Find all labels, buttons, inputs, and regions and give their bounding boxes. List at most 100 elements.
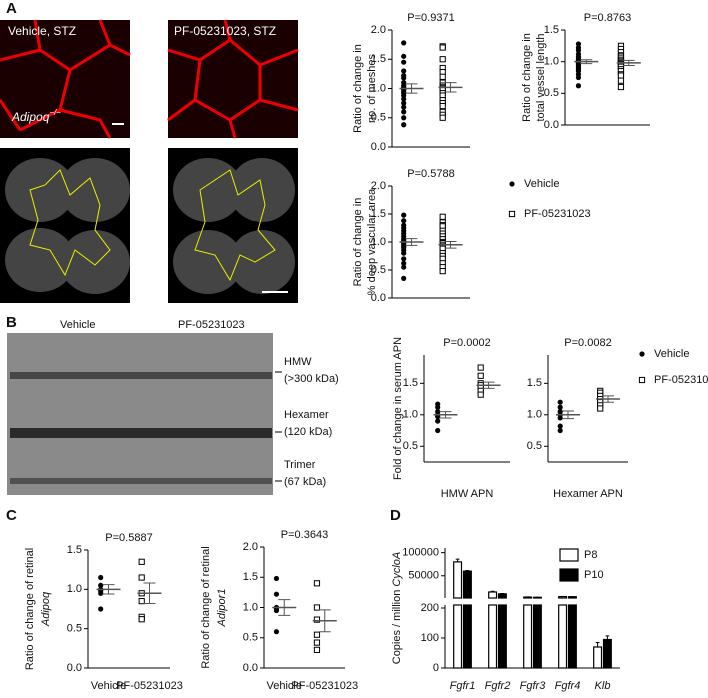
y-axis-label: total vessel length	[535, 33, 547, 121]
data-point	[440, 269, 445, 274]
legend-label: P8	[584, 549, 597, 561]
data-point	[139, 617, 144, 622]
y-tick-label: 100000	[402, 547, 439, 559]
panel-label: C	[6, 507, 17, 524]
data-point	[401, 109, 406, 114]
data-point	[440, 74, 445, 79]
group-label: PF-05231023	[178, 319, 245, 331]
chart-title: P=0.5788	[407, 168, 454, 180]
data-point	[440, 115, 445, 120]
data-point	[618, 84, 623, 89]
data-point	[401, 115, 406, 120]
data-point	[314, 632, 319, 637]
y-axis-label: no. of meshes	[366, 53, 378, 123]
x-tick-label: Fgfr2	[485, 680, 511, 692]
x-tick-label: Fgfr1	[450, 680, 476, 692]
genotype-superscript: −/−	[49, 108, 61, 117]
y-tick-label: 100	[421, 632, 439, 644]
x-axis-label: HMW APN	[441, 488, 494, 500]
data-point	[509, 211, 514, 216]
data-point	[139, 559, 144, 564]
data-point	[478, 365, 483, 370]
y-tick-label: 0.0	[371, 141, 386, 153]
y-tick-label: 1.0	[243, 601, 258, 613]
y-tick-label: 50000	[408, 570, 439, 582]
image-label: PF-05231023, STZ	[174, 24, 276, 38]
data-point	[509, 181, 514, 186]
y-axis-label: Adipoq	[40, 591, 52, 627]
group-label: Vehicle	[60, 319, 95, 331]
micrographs: Vehicle, STZ PF-05231023, STZ Adipoq−/−	[0, 20, 298, 303]
legend-swatch	[560, 549, 578, 561]
legend-label: Vehicle	[524, 178, 559, 190]
x-tick-label: Fgfr3	[520, 680, 547, 692]
y-tick-label: 0.5	[67, 623, 82, 635]
data-point	[576, 75, 581, 80]
panel-label: A	[6, 0, 17, 17]
data-point	[558, 400, 563, 405]
y-axis-label-part: CycloA	[391, 552, 403, 587]
y-axis-label: Adipor1	[216, 589, 228, 628]
y-tick-label: 0.0	[67, 662, 82, 674]
data-point	[478, 392, 483, 397]
y-tick-label: 1.5	[67, 544, 82, 556]
x-tick-label: Fgfr4	[555, 680, 581, 692]
y-axis-label-part: Copies / million	[391, 587, 403, 665]
data-point	[401, 105, 406, 110]
data-point	[639, 351, 644, 356]
data-point	[440, 57, 445, 62]
error-bar	[596, 643, 600, 648]
data-point	[401, 213, 406, 218]
data-point	[401, 54, 406, 59]
band-size: (120 kDa)	[284, 426, 332, 438]
data-point	[401, 256, 406, 261]
panel-label: D	[390, 507, 401, 524]
data-point	[401, 218, 406, 223]
western-blot: Vehicle PF-05231023 HMW (>300 kDa) Hexam…	[7, 319, 339, 495]
chart-title: P=0.0002	[443, 337, 490, 349]
data-point	[558, 415, 563, 420]
data-point	[401, 75, 406, 80]
y-axis-label: Ratio of change of retinal	[24, 548, 36, 670]
genotype: Adipoq	[11, 110, 50, 124]
y-tick-label: 1.5	[243, 571, 258, 583]
legend-swatch	[560, 569, 578, 581]
y-axis-label: Ratio of change in	[521, 33, 533, 122]
bar	[499, 605, 507, 668]
data-point	[98, 606, 103, 611]
x-tick-label: Klb	[595, 680, 611, 692]
y-tick-label: 2.0	[371, 24, 386, 36]
bar	[454, 562, 462, 598]
y-tick-label: 1.0	[403, 409, 418, 421]
chart-title: P=0.5887	[105, 532, 152, 544]
data-point	[139, 599, 144, 604]
data-point	[435, 428, 440, 433]
bar	[489, 592, 497, 598]
band-label: Trimer	[284, 459, 316, 471]
x-axis-label: Hexamer APN	[553, 488, 623, 500]
y-axis-label: Ratio of change in	[352, 44, 364, 133]
y-tick-label: 0.5	[403, 440, 418, 452]
bar	[559, 605, 567, 668]
data-point	[274, 629, 279, 634]
data-point	[440, 214, 445, 219]
image-label: Vehicle, STZ	[8, 24, 76, 38]
data-point	[401, 251, 406, 256]
band-size: (>300 kDa)	[284, 373, 339, 385]
data-point	[401, 265, 406, 270]
data-point	[639, 377, 644, 382]
band-label: HMW	[284, 356, 312, 368]
data-point	[618, 73, 623, 78]
data-point	[558, 428, 563, 433]
y-tick-label: 1.5	[527, 377, 542, 389]
data-point	[598, 406, 603, 411]
y-tick-label: 2.0	[243, 541, 258, 553]
bar	[499, 594, 507, 598]
data-point	[314, 647, 319, 652]
chart-title: P=0.9371	[407, 12, 454, 24]
y-axis-label: Copies / million CycloA	[391, 552, 403, 664]
legend-label: PF-05231023	[654, 374, 708, 386]
legend-label: P10	[584, 569, 604, 581]
band-label: Hexamer	[284, 409, 329, 421]
